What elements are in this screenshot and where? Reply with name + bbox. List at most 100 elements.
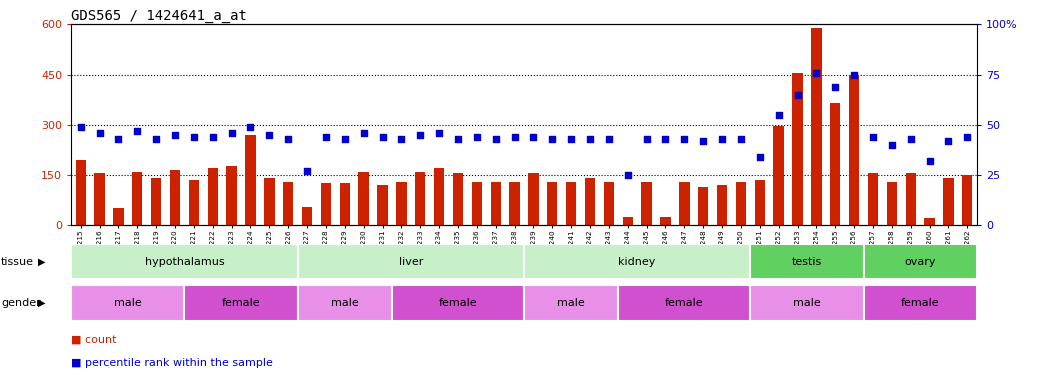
Bar — [509, 182, 520, 225]
Point — [789, 92, 806, 98]
Text: ■ percentile rank within the sample: ■ percentile rank within the sample — [71, 357, 274, 368]
Text: male: male — [331, 298, 358, 308]
Bar — [528, 173, 539, 225]
Point — [638, 136, 655, 142]
Text: ovary: ovary — [904, 256, 936, 267]
Bar — [392, 285, 524, 321]
Text: female: female — [222, 298, 260, 308]
Text: female: female — [439, 298, 477, 308]
Point — [827, 84, 844, 90]
Text: female: female — [665, 298, 703, 308]
Point — [468, 134, 485, 140]
Bar — [113, 208, 124, 225]
Bar — [71, 285, 184, 321]
Bar — [377, 185, 388, 225]
Text: male: male — [114, 298, 141, 308]
Bar — [849, 75, 859, 225]
Point — [921, 158, 938, 164]
Text: GDS565 / 1424641_a_at: GDS565 / 1424641_a_at — [71, 9, 247, 23]
Point — [770, 112, 787, 118]
Point — [355, 130, 372, 136]
Text: male: male — [558, 298, 585, 308]
Text: kidney: kidney — [618, 256, 656, 267]
Point — [582, 136, 598, 142]
Bar — [208, 168, 218, 225]
Text: liver: liver — [398, 256, 423, 267]
Point — [940, 138, 957, 144]
Text: male: male — [793, 298, 821, 308]
Point — [185, 134, 202, 140]
Bar — [623, 217, 633, 225]
Point — [601, 136, 617, 142]
Point — [902, 136, 919, 142]
Point — [563, 136, 580, 142]
Bar — [226, 166, 237, 225]
Bar — [453, 173, 463, 225]
Bar — [717, 185, 727, 225]
Point — [808, 69, 825, 75]
Text: ▶: ▶ — [38, 298, 45, 308]
Bar — [811, 28, 822, 225]
Bar — [604, 182, 614, 225]
Bar — [618, 285, 750, 321]
Bar — [924, 218, 935, 225]
Point — [110, 136, 127, 142]
Bar — [151, 178, 161, 225]
Bar — [750, 285, 864, 321]
Point — [676, 136, 693, 142]
Bar — [170, 170, 180, 225]
Point — [129, 128, 146, 134]
Bar — [792, 73, 803, 225]
Point — [299, 168, 315, 174]
Bar — [264, 178, 275, 225]
Point — [148, 136, 165, 142]
Bar — [524, 244, 750, 279]
Point — [751, 154, 768, 160]
Point — [865, 134, 881, 140]
Bar — [490, 182, 501, 225]
Bar — [755, 180, 765, 225]
Bar — [962, 175, 973, 225]
Point — [91, 130, 108, 136]
Bar — [864, 285, 977, 321]
Text: ■ count: ■ count — [71, 334, 116, 344]
Point — [506, 134, 523, 140]
Bar — [868, 173, 878, 225]
Bar — [189, 180, 199, 225]
Bar — [71, 244, 298, 279]
Bar — [864, 244, 977, 279]
Point — [280, 136, 297, 142]
Bar — [887, 182, 897, 225]
Bar — [547, 182, 558, 225]
Point — [318, 134, 334, 140]
Point — [336, 136, 353, 142]
Bar — [340, 183, 350, 225]
Point — [412, 132, 429, 138]
Text: hypothalamus: hypothalamus — [145, 256, 224, 267]
Bar — [660, 217, 671, 225]
Bar — [94, 173, 105, 225]
Bar — [132, 171, 143, 225]
Bar — [750, 244, 864, 279]
Bar — [415, 171, 425, 225]
Text: gender: gender — [1, 298, 41, 308]
Bar — [830, 103, 840, 225]
Point — [695, 138, 712, 144]
Point — [450, 136, 466, 142]
Bar — [736, 182, 746, 225]
Bar — [358, 171, 369, 225]
Point — [242, 124, 259, 130]
Bar — [321, 183, 331, 225]
Point — [733, 136, 749, 142]
Bar — [773, 126, 784, 225]
Point — [714, 136, 730, 142]
Bar — [472, 182, 482, 225]
Point — [204, 134, 221, 140]
Point — [223, 130, 240, 136]
Point — [393, 136, 410, 142]
Text: female: female — [901, 298, 939, 308]
Point — [959, 134, 976, 140]
Point — [72, 124, 89, 130]
Bar — [524, 285, 618, 321]
Bar — [298, 244, 524, 279]
